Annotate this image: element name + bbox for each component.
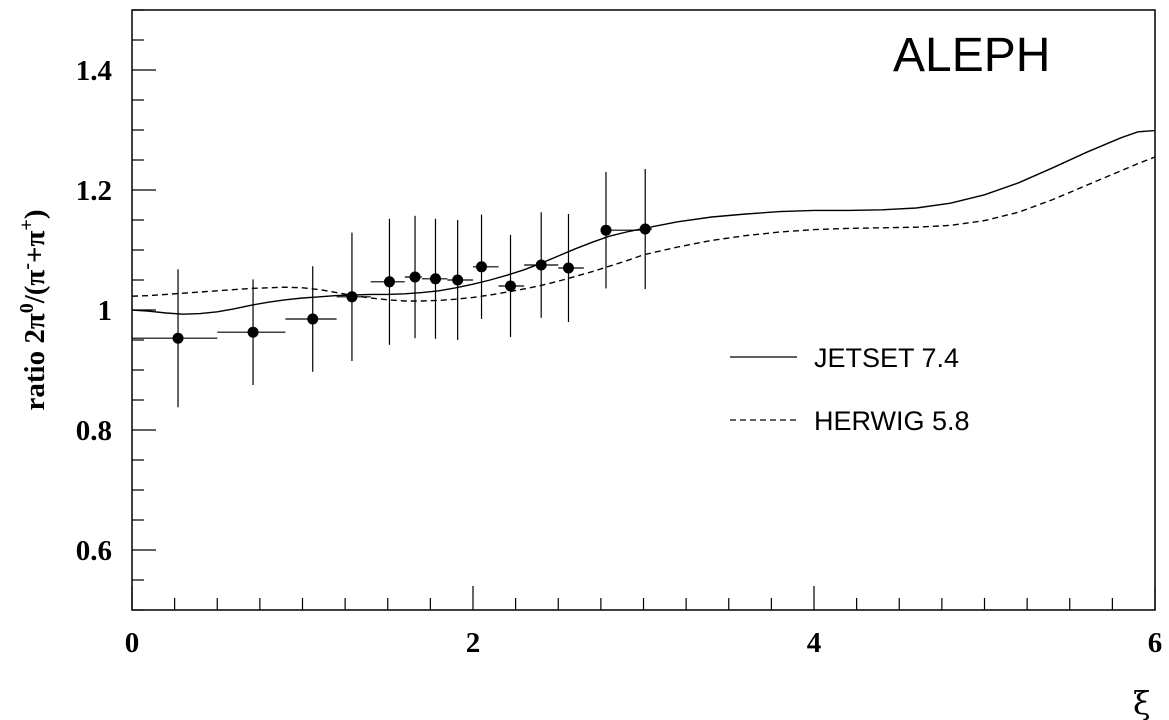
x-tick-label: 4 bbox=[807, 627, 822, 659]
axis-ticks bbox=[131, 9, 1156, 611]
y-label-suffix: ) bbox=[19, 209, 51, 219]
data-point bbox=[247, 326, 259, 338]
legend: JETSET 7.4 HERWIG 5.8 bbox=[730, 343, 970, 436]
data-point bbox=[639, 223, 651, 235]
data-point bbox=[535, 259, 547, 271]
y-label-mid2: +π bbox=[19, 230, 51, 263]
y-label-sup3: + bbox=[16, 219, 38, 230]
x-tick-label: 2 bbox=[466, 627, 481, 659]
data-point bbox=[172, 332, 184, 344]
y-tick-label: 1.2 bbox=[76, 175, 112, 207]
data-point bbox=[307, 313, 319, 325]
y-label-prefix: ratio 2π bbox=[19, 313, 51, 410]
data-point bbox=[346, 291, 358, 303]
y-tick-label: 0.8 bbox=[76, 415, 112, 447]
tick-labels: 0 2 4 6 0.6 0.8 1 1.2 1.4 bbox=[76, 55, 1163, 659]
data-point bbox=[452, 274, 464, 286]
data-point bbox=[429, 273, 441, 285]
y-tick-label: 1.4 bbox=[76, 55, 112, 87]
series-line-jetset bbox=[131, 129, 1156, 315]
series-line-herwig bbox=[131, 156, 1156, 302]
x-axis-label: ξ bbox=[1133, 684, 1151, 720]
data-point bbox=[476, 261, 488, 273]
y-tick-label: 0.6 bbox=[76, 535, 112, 567]
data-point bbox=[600, 224, 612, 236]
data-points bbox=[132, 169, 653, 408]
experiment-label: ALEPH bbox=[893, 29, 1050, 82]
legend-label-jetset: JETSET 7.4 bbox=[814, 343, 959, 373]
x-tick-label: 0 bbox=[125, 627, 140, 659]
x-tick-label: 6 bbox=[1148, 627, 1163, 659]
legend-label-herwig: HERWIG 5.8 bbox=[814, 406, 970, 436]
data-point bbox=[562, 262, 574, 274]
data-point bbox=[505, 280, 517, 292]
data-point bbox=[383, 276, 395, 288]
y-label-mid1: /(π bbox=[19, 270, 51, 305]
y-label-sup1: 0 bbox=[16, 303, 38, 313]
data-point bbox=[409, 271, 421, 283]
model-curves bbox=[131, 129, 1156, 315]
y-axis-label: ratio 2π0/(π-+π+) bbox=[16, 209, 51, 410]
plot-frame bbox=[131, 9, 1156, 611]
y-tick-label: 1 bbox=[98, 295, 113, 327]
y-label-sup2: - bbox=[16, 263, 38, 270]
